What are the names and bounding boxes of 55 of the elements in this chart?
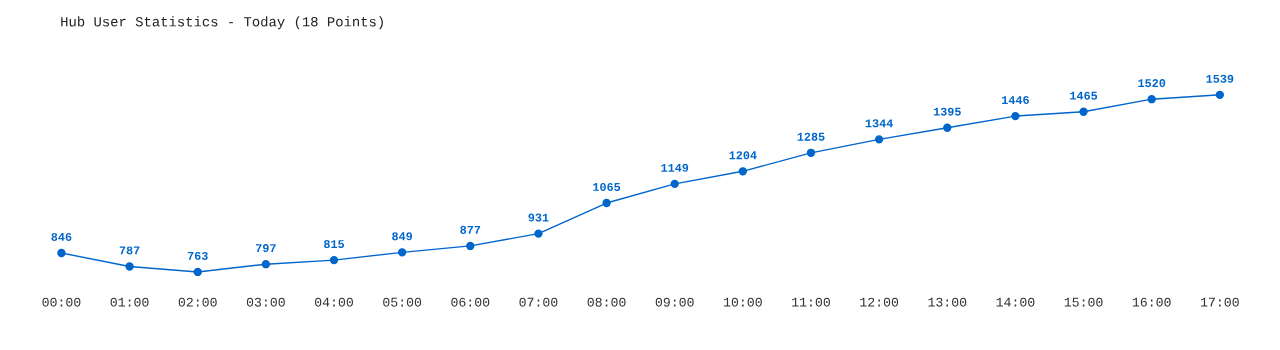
x-tick-label: 16:00 [1132, 297, 1171, 307]
x-tick-label: 15:00 [1064, 297, 1103, 307]
data-label: 1065 [593, 182, 621, 191]
point [943, 123, 952, 132]
point [125, 262, 134, 271]
data-label: 787 [119, 246, 140, 255]
point [806, 148, 816, 157]
data-label: 763 [187, 251, 208, 260]
data-label: 1465 [1070, 91, 1098, 100]
point [1215, 90, 1225, 100]
x-tick-label: 04:00 [315, 297, 353, 307]
x-tick-label: 10:00 [724, 297, 762, 307]
data-label: 797 [255, 244, 276, 253]
x-tick-label: 13:00 [928, 297, 967, 307]
chart-title: Hub User Statistics - Today (18 Points) [61, 16, 383, 30]
x-tick-label: 09:00 [655, 297, 694, 307]
x-tick-label: 07:00 [519, 297, 558, 307]
data-label: 877 [460, 225, 481, 234]
point [738, 167, 748, 176]
point [670, 179, 679, 189]
data-label: 849 [392, 232, 413, 241]
point [397, 248, 407, 257]
x-tick-label: 06:00 [451, 297, 490, 307]
data-label: 1395 [933, 107, 961, 116]
x-tick-label: 02:00 [178, 297, 217, 307]
x-tick-label: 12:00 [860, 297, 899, 307]
x-tick-label: 03:00 [246, 297, 285, 307]
data-label: 1539 [1206, 74, 1234, 83]
x-tick-label: 17:00 [1201, 297, 1239, 307]
point [329, 255, 339, 265]
data-label: 1344 [865, 119, 893, 128]
data-label: 1204 [729, 151, 757, 160]
point [193, 267, 202, 277]
point [1079, 107, 1088, 116]
data-label: 1446 [1002, 96, 1029, 105]
data-label: 1285 [797, 132, 825, 141]
point [261, 260, 271, 269]
data-label: 815 [324, 240, 345, 249]
point [1011, 111, 1020, 121]
x-tick-label: 14:00 [996, 297, 1035, 307]
point [534, 229, 543, 238]
point [874, 135, 884, 144]
data-label: 931 [528, 213, 549, 222]
point [466, 241, 475, 251]
point [602, 198, 611, 208]
x-tick-label: 11:00 [792, 297, 830, 307]
data-label: 1149 [661, 163, 689, 172]
data-label: 1520 [1138, 79, 1166, 88]
x-tick-label: 05:00 [383, 297, 422, 307]
x-tick-label: 08:00 [587, 297, 626, 307]
x-tick-label: 00:00 [42, 297, 81, 307]
data-label: 846 [51, 232, 72, 241]
point [57, 248, 66, 258]
point [1147, 95, 1156, 104]
x-tick-label: 01:00 [110, 297, 149, 307]
